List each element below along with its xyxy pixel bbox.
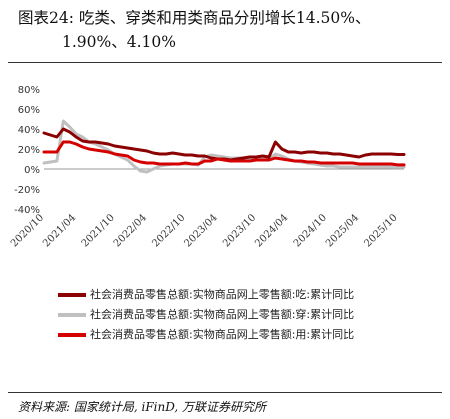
y-tick-label: 0% <box>24 165 40 176</box>
x-tick-label: 2023/10 <box>221 212 258 249</box>
legend-swatch-clothing <box>58 313 86 317</box>
x-tick-label: 2023/04 <box>183 212 220 249</box>
y-axis: 80% 60% 40% 20% 0% -20% -40% <box>14 85 40 216</box>
x-tick-label: 2020/10 <box>9 212 46 249</box>
y-tick-label: -20% <box>14 185 40 196</box>
x-tick-label: 2024/04 <box>253 212 290 249</box>
legend-item-goods: 社会消费品零售总额:实物商品网上零售额:用:累计同比 <box>58 327 408 343</box>
chart-title-line2: 1.90%、4.10% <box>62 33 176 51</box>
x-tick-label: 2021/10 <box>80 212 117 249</box>
legend-swatch-food <box>58 293 86 297</box>
x-tick-label: 2025/10 <box>363 212 400 249</box>
top-divider <box>8 62 442 63</box>
legend-item-clothing: 社会消费品零售总额:实物商品网上零售额:穿:累计同比 <box>58 307 408 323</box>
series-line-2 <box>42 140 406 167</box>
legend-label-food: 社会消费品零售总额:实物商品网上零售额:吃:累计同比 <box>90 288 355 301</box>
series-lines <box>42 119 406 174</box>
y-tick-label: 80% <box>18 85 40 96</box>
legend-item-food: 社会消费品零售总额:实物商品网上零售额:吃:累计同比 <box>58 287 408 303</box>
chart-legend: 社会消费品零售总额:实物商品网上零售额:吃:累计同比 社会消费品零售总额:实物商… <box>58 287 408 347</box>
series-line-1 <box>42 119 406 174</box>
chart-title-line1: 图表24: 吃类、穿类和用类商品分别增长14.50%、 <box>18 9 371 27</box>
y-tick-label: 20% <box>18 145 40 156</box>
legend-label-goods: 社会消费品零售总额:实物商品网上零售额:用:累计同比 <box>90 328 355 341</box>
y-tick-label: 40% <box>18 125 40 136</box>
x-tick-label: 2021/04 <box>41 212 78 249</box>
x-tick-label: 2022/04 <box>112 212 149 249</box>
legend-label-clothing: 社会消费品零售总额:实物商品网上零售额:穿:累计同比 <box>90 308 355 321</box>
x-tick-label: 2025/04 <box>324 212 361 249</box>
y-tick-label: -40% <box>14 205 40 216</box>
bottom-divider <box>8 392 442 393</box>
chart-title: 图表24: 吃类、穿类和用类商品分别增长14.50%、 1.90%、4.10% <box>18 6 438 54</box>
y-tick-label: 60% <box>18 105 40 116</box>
legend-swatch-goods <box>58 333 86 337</box>
x-tick-label: 2022/10 <box>150 212 187 249</box>
x-tick-label: 2024/10 <box>292 212 329 249</box>
source-note: 资料来源: 国家统计局, iFinD, 万联证券研究所 <box>18 400 267 414</box>
